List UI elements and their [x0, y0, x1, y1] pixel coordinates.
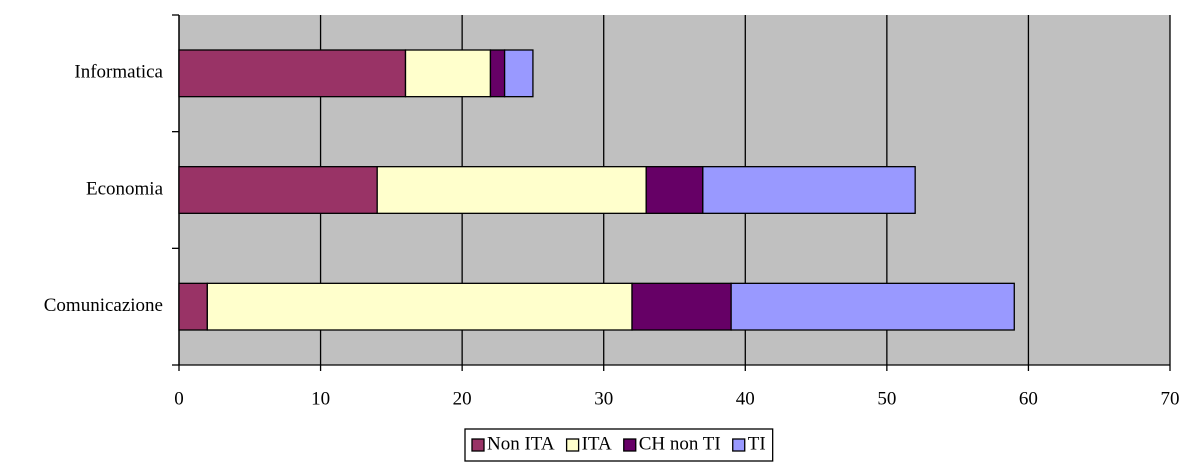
bar-segment	[178, 166, 378, 214]
legend-label: CH non TI	[639, 433, 721, 454]
bar-segment	[404, 49, 492, 98]
bar-segment	[730, 282, 1015, 331]
legend-label: ITA	[582, 433, 612, 454]
legend-swatch	[565, 438, 580, 452]
bar-segment	[503, 49, 534, 98]
legend-label: Non ITA	[487, 433, 555, 454]
bar-segment	[645, 166, 704, 214]
legend-swatch	[623, 438, 637, 452]
y-tick-label: Comunicazione	[44, 295, 163, 316]
bar-segment	[206, 282, 633, 331]
x-tick-label: 50	[877, 388, 896, 409]
y-tick-label: Economia	[86, 178, 164, 199]
bar-segment	[178, 282, 208, 331]
bar-segment	[702, 166, 916, 214]
x-tick-label: 0	[174, 388, 184, 409]
x-tick-label: 10	[311, 388, 330, 409]
legend-label: TI	[748, 433, 766, 454]
x-tick-label: 30	[594, 388, 613, 409]
legend-swatch	[471, 438, 485, 452]
bar-segment	[376, 166, 647, 214]
legend: Non ITA ITA CH non TI TI	[464, 428, 774, 462]
y-tick-label: Informatica	[74, 62, 163, 83]
legend-box	[464, 428, 774, 462]
x-tick-label: 40	[736, 388, 755, 409]
bar-segment	[631, 282, 732, 331]
bar-segment	[178, 49, 407, 98]
bar-segment	[489, 49, 506, 98]
legend-swatch	[732, 438, 746, 452]
x-tick-label: 20	[453, 388, 472, 409]
x-tick-label: 70	[1161, 388, 1180, 409]
x-tick-label: 60	[1019, 388, 1038, 409]
